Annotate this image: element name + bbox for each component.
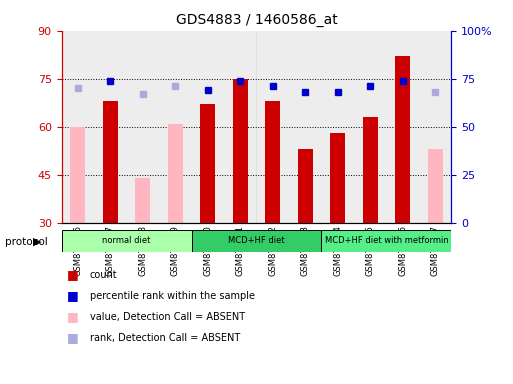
Bar	[289, 31, 322, 223]
Bar	[94, 31, 127, 223]
Bar	[322, 31, 354, 223]
Bar	[201, 104, 215, 223]
Text: count: count	[90, 270, 117, 280]
Bar	[428, 149, 443, 223]
Bar	[386, 31, 419, 223]
Text: ■: ■	[67, 289, 78, 302]
Bar	[233, 79, 248, 223]
Text: MCD+HF diet: MCD+HF diet	[228, 237, 285, 245]
Bar	[191, 230, 322, 252]
Bar	[330, 133, 345, 223]
Text: protocol: protocol	[5, 237, 48, 247]
Bar	[135, 178, 150, 223]
Bar	[62, 31, 94, 223]
Bar	[419, 31, 451, 223]
Bar	[168, 124, 183, 223]
Bar	[62, 230, 191, 252]
Bar	[127, 31, 159, 223]
Title: GDS4883 / 1460586_at: GDS4883 / 1460586_at	[175, 13, 338, 27]
Text: ■: ■	[67, 331, 78, 344]
Bar	[191, 31, 224, 223]
Bar	[363, 117, 378, 223]
Bar	[298, 149, 312, 223]
Bar	[70, 127, 85, 223]
Text: MCD+HF diet with metformin: MCD+HF diet with metformin	[325, 237, 448, 245]
Text: ▶: ▶	[33, 237, 42, 247]
Text: ■: ■	[67, 310, 78, 323]
Bar	[103, 101, 117, 223]
Bar	[159, 31, 191, 223]
Text: percentile rank within the sample: percentile rank within the sample	[90, 291, 255, 301]
Text: normal diet: normal diet	[103, 237, 151, 245]
Text: value, Detection Call = ABSENT: value, Detection Call = ABSENT	[90, 312, 245, 322]
Bar	[256, 31, 289, 223]
Bar	[322, 230, 451, 252]
Text: rank, Detection Call = ABSENT: rank, Detection Call = ABSENT	[90, 333, 240, 343]
Bar	[224, 31, 256, 223]
Text: ■: ■	[67, 268, 78, 281]
Bar	[354, 31, 386, 223]
Bar	[265, 101, 280, 223]
Bar	[396, 56, 410, 223]
